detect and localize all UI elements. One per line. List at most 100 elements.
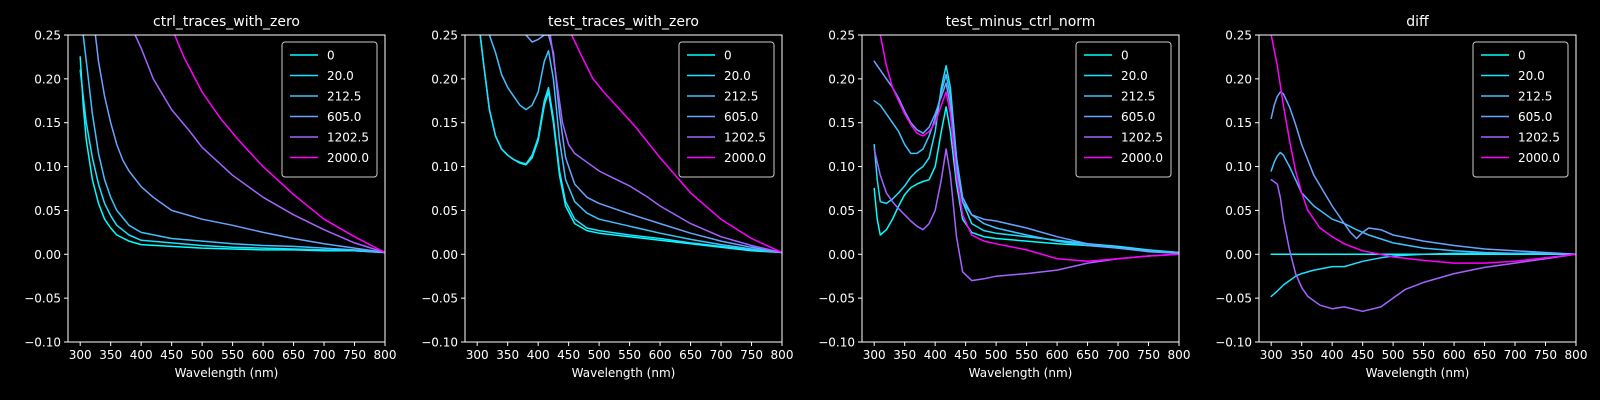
y-tick-label: 0.00: [34, 248, 61, 262]
series-line-20.0: [479, 35, 782, 254]
y-tick-label: 0.00: [431, 248, 458, 262]
chart-1: ctrl_traces_with_zero 300 350 400 450 500 550 6…: [24, 14, 396, 380]
series-line-2000.0: [173, 35, 385, 254]
legend-label: 0: [327, 49, 335, 63]
x-tick-label: 350: [496, 348, 519, 362]
x-tick-label: 800: [1168, 348, 1191, 362]
legend-label: 605.0: [724, 110, 758, 124]
x-tick-label: 600: [649, 348, 672, 362]
series-group: [1270, 35, 1576, 313]
y-tick-label: 0.20: [431, 72, 458, 86]
x-tick-label: 400: [527, 348, 550, 362]
legend-label: 20.0: [327, 69, 354, 83]
legend-label: 605.0: [1121, 110, 1155, 124]
x-tick-label: 700: [710, 348, 733, 362]
legend-label: 1202.5: [1518, 131, 1560, 145]
x-axis-label: Wavelength (nm): [572, 366, 676, 380]
series-line-212.5: [488, 35, 782, 254]
axes-frame: [67, 34, 386, 343]
x-tick-label: 450: [1351, 348, 1374, 362]
chart-4: diff 300 350 400 450 500 550 600 650 700 750 800 −0.…: [1215, 14, 1587, 380]
x-tick-label: 550: [1015, 348, 1038, 362]
x-tick-label: 550: [618, 348, 641, 362]
x-tick-label: 350: [99, 348, 122, 362]
legend-label: 1202.5: [724, 131, 766, 145]
legend: 0 20.0 212.5 605.0 1202.5 2000.0: [678, 41, 775, 178]
y-tick-label: 0.10: [1225, 160, 1252, 174]
y-tick-label: 0.00: [1225, 248, 1252, 262]
x-tick-label: 600: [1046, 348, 1069, 362]
x-tick-label: 650: [679, 348, 702, 362]
x-tick-label: 500: [588, 348, 611, 362]
x-axis-label: Wavelength (nm): [969, 366, 1073, 380]
x-tick-label: 350: [893, 348, 916, 362]
y-tick-label: 0.10: [828, 160, 855, 174]
series-line-605.0: [1270, 91, 1576, 256]
legend-label: 212.5: [1518, 90, 1552, 104]
y-tick-label: 0.15: [431, 116, 458, 130]
y-tick-label: 0.20: [34, 72, 61, 86]
series-group: [873, 35, 1179, 282]
chart-3: test_minus_ctrl_norm 300 350 400 450 500 550 60…: [818, 14, 1190, 380]
y-tick-label: −0.10: [24, 336, 61, 350]
y-tick-label: −0.05: [818, 292, 855, 306]
legend-label: 20.0: [1121, 69, 1148, 83]
series-line-1202.5: [134, 35, 385, 254]
x-tick-label: 750: [1137, 348, 1160, 362]
x-tick-label: 550: [1412, 348, 1435, 362]
y-tick-label: 0.25: [828, 29, 855, 43]
legend-label: 0: [724, 49, 732, 63]
y-tick-label: 0.15: [828, 116, 855, 130]
y-tick-label: −0.05: [421, 292, 458, 306]
legend-label: 1202.5: [1121, 131, 1163, 145]
y-tick-label: 0.05: [34, 204, 61, 218]
legend-label: 2000.0: [327, 151, 369, 165]
x-tick-label: 450: [557, 348, 580, 362]
chart-title: test_traces_with_zero: [548, 14, 699, 30]
x-tick-label: 600: [1443, 348, 1466, 362]
x-tick-label: 350: [1290, 348, 1313, 362]
y-tick-label: 0.20: [1225, 72, 1252, 86]
y-tick-label: 0.10: [431, 160, 458, 174]
x-tick-label: 650: [282, 348, 305, 362]
chart-title: ctrl_traces_with_zero: [153, 14, 300, 30]
x-tick-label: 800: [374, 348, 397, 362]
chart-title: diff: [1406, 14, 1429, 30]
x-tick-label: 750: [343, 348, 366, 362]
legend-label: 20.0: [1518, 69, 1545, 83]
legend-label: 0: [1121, 49, 1129, 63]
x-tick-label: 300: [466, 348, 489, 362]
legend-label: 2000.0: [1121, 151, 1163, 165]
series-line-2000.0: [1270, 35, 1576, 264]
series-group: [479, 35, 782, 254]
series-line-2000.0: [879, 35, 1179, 263]
series-line-605.0: [94, 35, 385, 254]
y-tick-label: 0.05: [1225, 204, 1252, 218]
x-tick-label: 500: [191, 348, 214, 362]
y-tick-label: 0.20: [828, 72, 855, 86]
y-tick-label: 0.05: [828, 204, 855, 218]
series-line-1202.5: [1270, 178, 1576, 313]
legend: 0 20.0 212.5 605.0 1202.5 2000.0: [1472, 41, 1569, 178]
series-line-2000.0: [570, 35, 782, 254]
x-axis-label: Wavelength (nm): [1366, 366, 1470, 380]
x-tick-label: 700: [313, 348, 336, 362]
legend-label: 1202.5: [327, 131, 369, 145]
series-line-605.0: [873, 60, 1179, 255]
series-line-0: [873, 106, 1179, 254]
series-line-212.5: [873, 73, 1179, 254]
legend: 0 20.0 212.5 605.0 1202.5 2000.0: [281, 41, 378, 178]
y-tick-label: 0.05: [431, 204, 458, 218]
legend-label: 212.5: [724, 90, 758, 104]
x-tick-label: 750: [740, 348, 763, 362]
x-tick-label: 650: [1473, 348, 1496, 362]
x-tick-label: 800: [771, 348, 794, 362]
series-line-1202.5: [873, 148, 1179, 282]
legend-label: 0: [1518, 49, 1526, 63]
y-tick-label: 0.25: [431, 29, 458, 43]
chart-2: test_traces_with_zero 300 350 400 450 500 550 6…: [421, 14, 793, 380]
legend: 0 20.0 212.5 605.0 1202.5 2000.0: [1075, 41, 1172, 178]
y-tick-label: 0.25: [1225, 29, 1252, 43]
x-tick-label: 300: [1260, 348, 1283, 362]
x-tick-label: 700: [1504, 348, 1527, 362]
